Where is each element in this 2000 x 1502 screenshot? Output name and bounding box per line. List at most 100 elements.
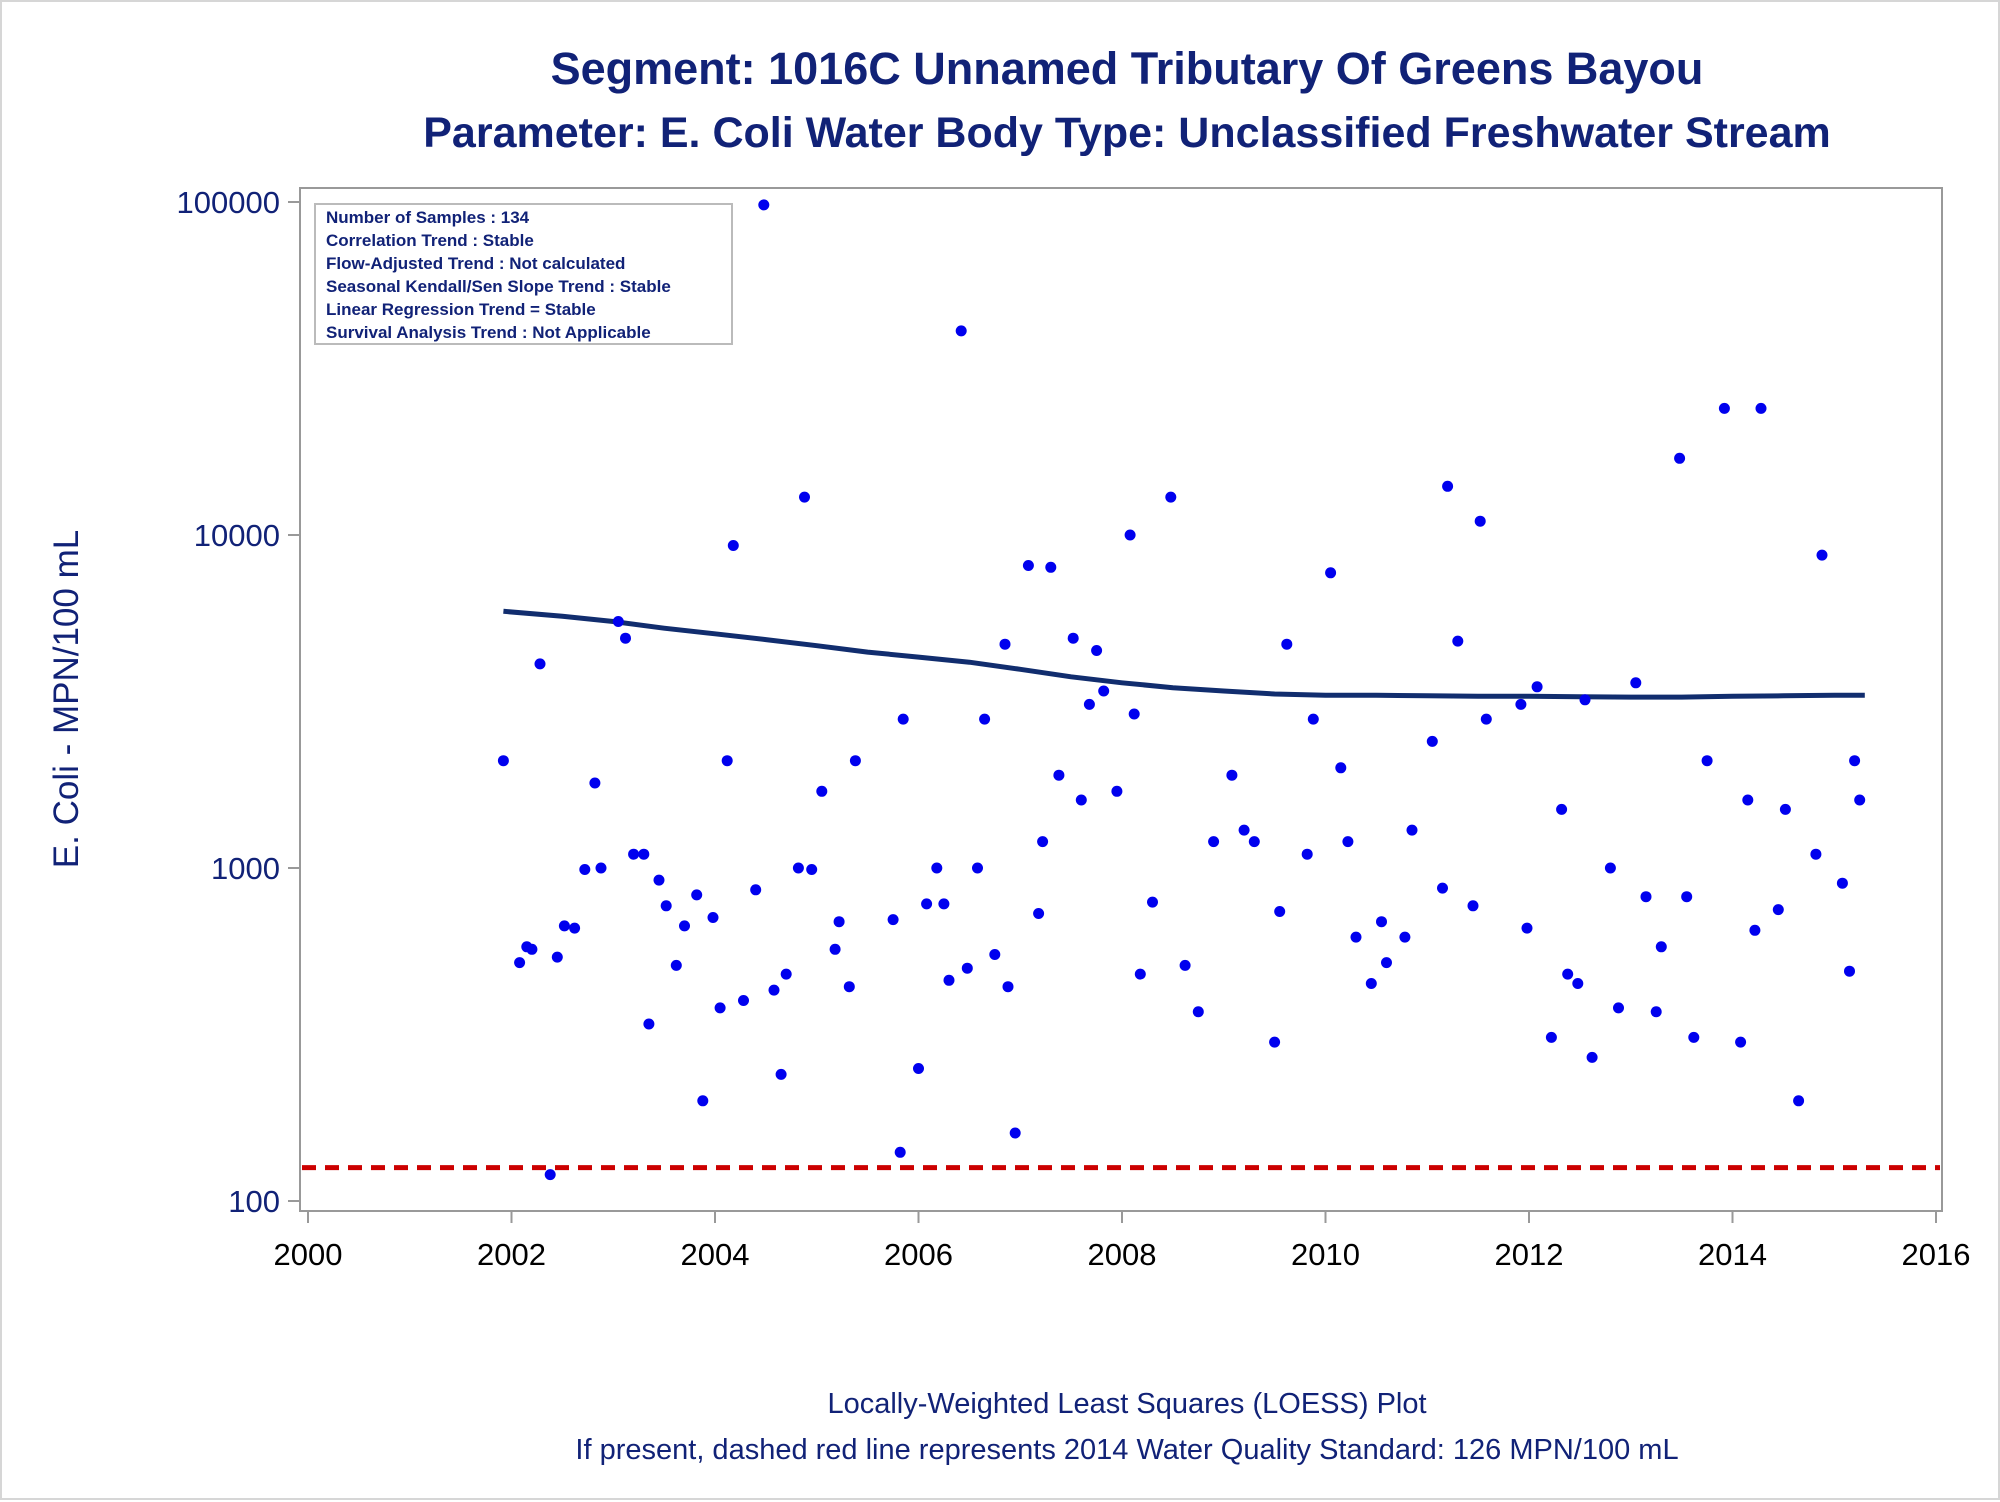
data-point: [921, 898, 933, 910]
data-point: [1556, 803, 1568, 815]
data-point: [660, 900, 672, 912]
data-point: [1810, 848, 1822, 860]
data-point: [653, 874, 665, 886]
data-point: [1009, 1127, 1021, 1139]
data-point: [961, 962, 973, 974]
data-point: [1179, 959, 1191, 971]
data-point: [1406, 824, 1418, 836]
data-point: [727, 540, 739, 551]
data-point: [1467, 900, 1479, 912]
stats-box-border: [314, 203, 733, 345]
data-point: [679, 920, 690, 932]
data-point: [526, 943, 538, 955]
data-point: [1083, 698, 1095, 710]
data-point: [1238, 824, 1250, 836]
chart-title: Segment: 1016C Unnamed Tributary Of Gree…: [551, 43, 1704, 94]
y-tick-label: 1000: [211, 851, 280, 886]
data-point: [1037, 836, 1049, 848]
data-point: [1579, 694, 1591, 706]
data-point: [1091, 645, 1103, 656]
data-point: [1474, 515, 1486, 527]
x-tick-label: 2016: [1902, 1237, 1971, 1272]
data-point: [1701, 755, 1713, 767]
data-point: [1630, 677, 1642, 689]
data-point: [1053, 769, 1065, 781]
y-tick-label: 100: [228, 1184, 280, 1219]
data-point: [1399, 931, 1411, 943]
data-point: [1002, 981, 1014, 993]
data-point: [1586, 1051, 1598, 1063]
data-point: [1335, 762, 1347, 774]
data-point: [1426, 735, 1438, 747]
data-point: [638, 848, 650, 860]
data-point: [569, 922, 581, 934]
data-point: [620, 632, 631, 644]
data-point: [612, 616, 624, 627]
data-point: [1269, 1036, 1281, 1048]
data-point: [628, 848, 640, 860]
data-point: [999, 638, 1011, 650]
data-point: [1325, 567, 1337, 579]
x-tick-label: 2008: [1088, 1237, 1157, 1272]
data-point: [943, 974, 955, 986]
data-point: [1134, 968, 1146, 980]
data-point: [1650, 1006, 1662, 1018]
data-point: [1067, 632, 1079, 644]
data-point: [1128, 708, 1140, 720]
x-tick-label: 2000: [274, 1237, 343, 1272]
data-point: [1531, 681, 1543, 693]
data-point: [643, 1018, 655, 1030]
footnote-loess: Locally-Weighted Least Squares (LOESS) P…: [827, 1388, 1426, 1420]
data-point: [1301, 848, 1313, 860]
data-point: [1226, 769, 1238, 781]
x-tick-label: 2002: [477, 1237, 546, 1272]
data-point: [534, 658, 546, 670]
data-point: [979, 713, 991, 725]
y-axis-label: E. Coli - MPN/100 mL: [47, 530, 86, 868]
data-point: [989, 949, 1001, 960]
data-point: [1718, 402, 1730, 414]
stats-line-samples: Number of Samples : 134: [326, 208, 530, 227]
y-tick-label: 100000: [177, 185, 280, 220]
data-point: [1124, 529, 1136, 541]
loess-line: [503, 608, 1865, 700]
data-point: [938, 898, 950, 910]
data-point: [806, 864, 818, 875]
data-point: [497, 755, 509, 767]
stats-line-correlation: Correlation Trend : Stable: [326, 231, 534, 250]
x-tick-label: 2010: [1291, 1237, 1360, 1272]
data-point: [833, 916, 845, 928]
x-tick-label: 2006: [884, 1237, 953, 1272]
data-point: [1755, 402, 1767, 414]
data-point: [1793, 1095, 1805, 1107]
data-point: [1111, 785, 1123, 797]
data-point: [829, 943, 841, 955]
data-point: [758, 199, 770, 211]
data-point: [738, 995, 749, 1006]
data-point: [1147, 896, 1158, 908]
data-point: [1844, 965, 1855, 977]
data-point: [887, 914, 899, 926]
data-point: [1640, 891, 1652, 903]
data-point: [589, 777, 601, 789]
data-point: [1562, 968, 1574, 980]
footnote-standard: If present, dashed red line represents 2…: [575, 1434, 1678, 1466]
data-point: [595, 862, 607, 874]
data-point: [1779, 803, 1791, 815]
data-point: [1735, 1036, 1747, 1048]
data-point: [1521, 922, 1533, 934]
x-tick-label: 2012: [1495, 1237, 1564, 1272]
data-point: [1281, 638, 1293, 650]
data-point: [931, 862, 943, 874]
data-point: [1098, 685, 1110, 697]
data-point: [1655, 941, 1667, 953]
data-point: [1033, 908, 1045, 919]
data-point: [1442, 480, 1454, 492]
data-point: [1480, 713, 1492, 725]
data-point: [579, 864, 591, 875]
data-point: [670, 959, 682, 971]
data-point: [955, 325, 967, 337]
data-point: [775, 1068, 787, 1080]
